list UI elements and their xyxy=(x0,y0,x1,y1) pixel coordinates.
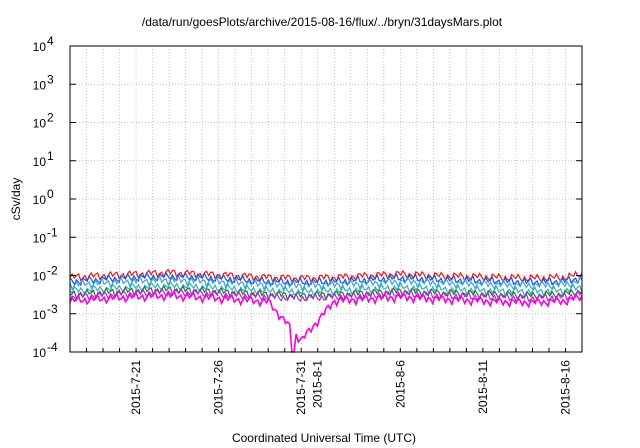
y-tick-label: 10 xyxy=(33,117,47,131)
y-tick-label: 10 xyxy=(33,231,47,245)
series-line xyxy=(69,280,583,298)
y-tick-exponent: -4 xyxy=(47,340,58,354)
y-tick-label: 10 xyxy=(33,308,47,322)
x-tick-label: 2015-7-21 xyxy=(129,360,143,415)
x-axis-title: Coordinated Universal Time (UTC) xyxy=(232,431,416,445)
y-tick-label: 10 xyxy=(33,78,47,92)
x-tick-label: 2015-8-6 xyxy=(393,360,407,408)
x-axis: 2015-7-21 2015-7-26 2015-7-31 2015-8-1 2015-… xyxy=(86,348,572,415)
y-tick-exponent: 4 xyxy=(47,34,54,48)
y-tick-exponent: 1 xyxy=(47,149,54,163)
y-tick-label: 10 xyxy=(33,155,47,169)
x-tick-label: 2015-7-26 xyxy=(212,360,226,415)
y-tick-label: 10 xyxy=(33,40,47,54)
y-tick-exponent: -3 xyxy=(47,302,58,316)
y-axis-title: cSv/day xyxy=(9,178,23,221)
y-tick-label: 10 xyxy=(33,270,47,284)
y-tick-exponent: 3 xyxy=(47,72,54,86)
chart-title: /data/run/goesPlots/archive/2015-08-16/f… xyxy=(142,15,503,29)
y-tick-exponent: -2 xyxy=(47,264,58,278)
y-tick-exponent: 0 xyxy=(47,187,54,201)
series-line xyxy=(69,275,583,293)
x-tick-label: 2015-8-1 xyxy=(311,360,325,408)
y-tick-label: 10 xyxy=(33,346,47,360)
series-line xyxy=(69,290,583,353)
series-group xyxy=(69,268,583,353)
y-tick-label: 10 xyxy=(33,193,47,207)
y-tick-exponent: -1 xyxy=(47,225,58,239)
x-tick-label: 2015-8-16 xyxy=(558,360,572,415)
x-tick-label: 2015-8-11 xyxy=(476,360,490,414)
series-line xyxy=(69,287,583,304)
x-tick-label: 2015-7-31 xyxy=(294,360,308,415)
series-line xyxy=(69,268,583,284)
y-tick-exponent: 2 xyxy=(47,111,54,125)
